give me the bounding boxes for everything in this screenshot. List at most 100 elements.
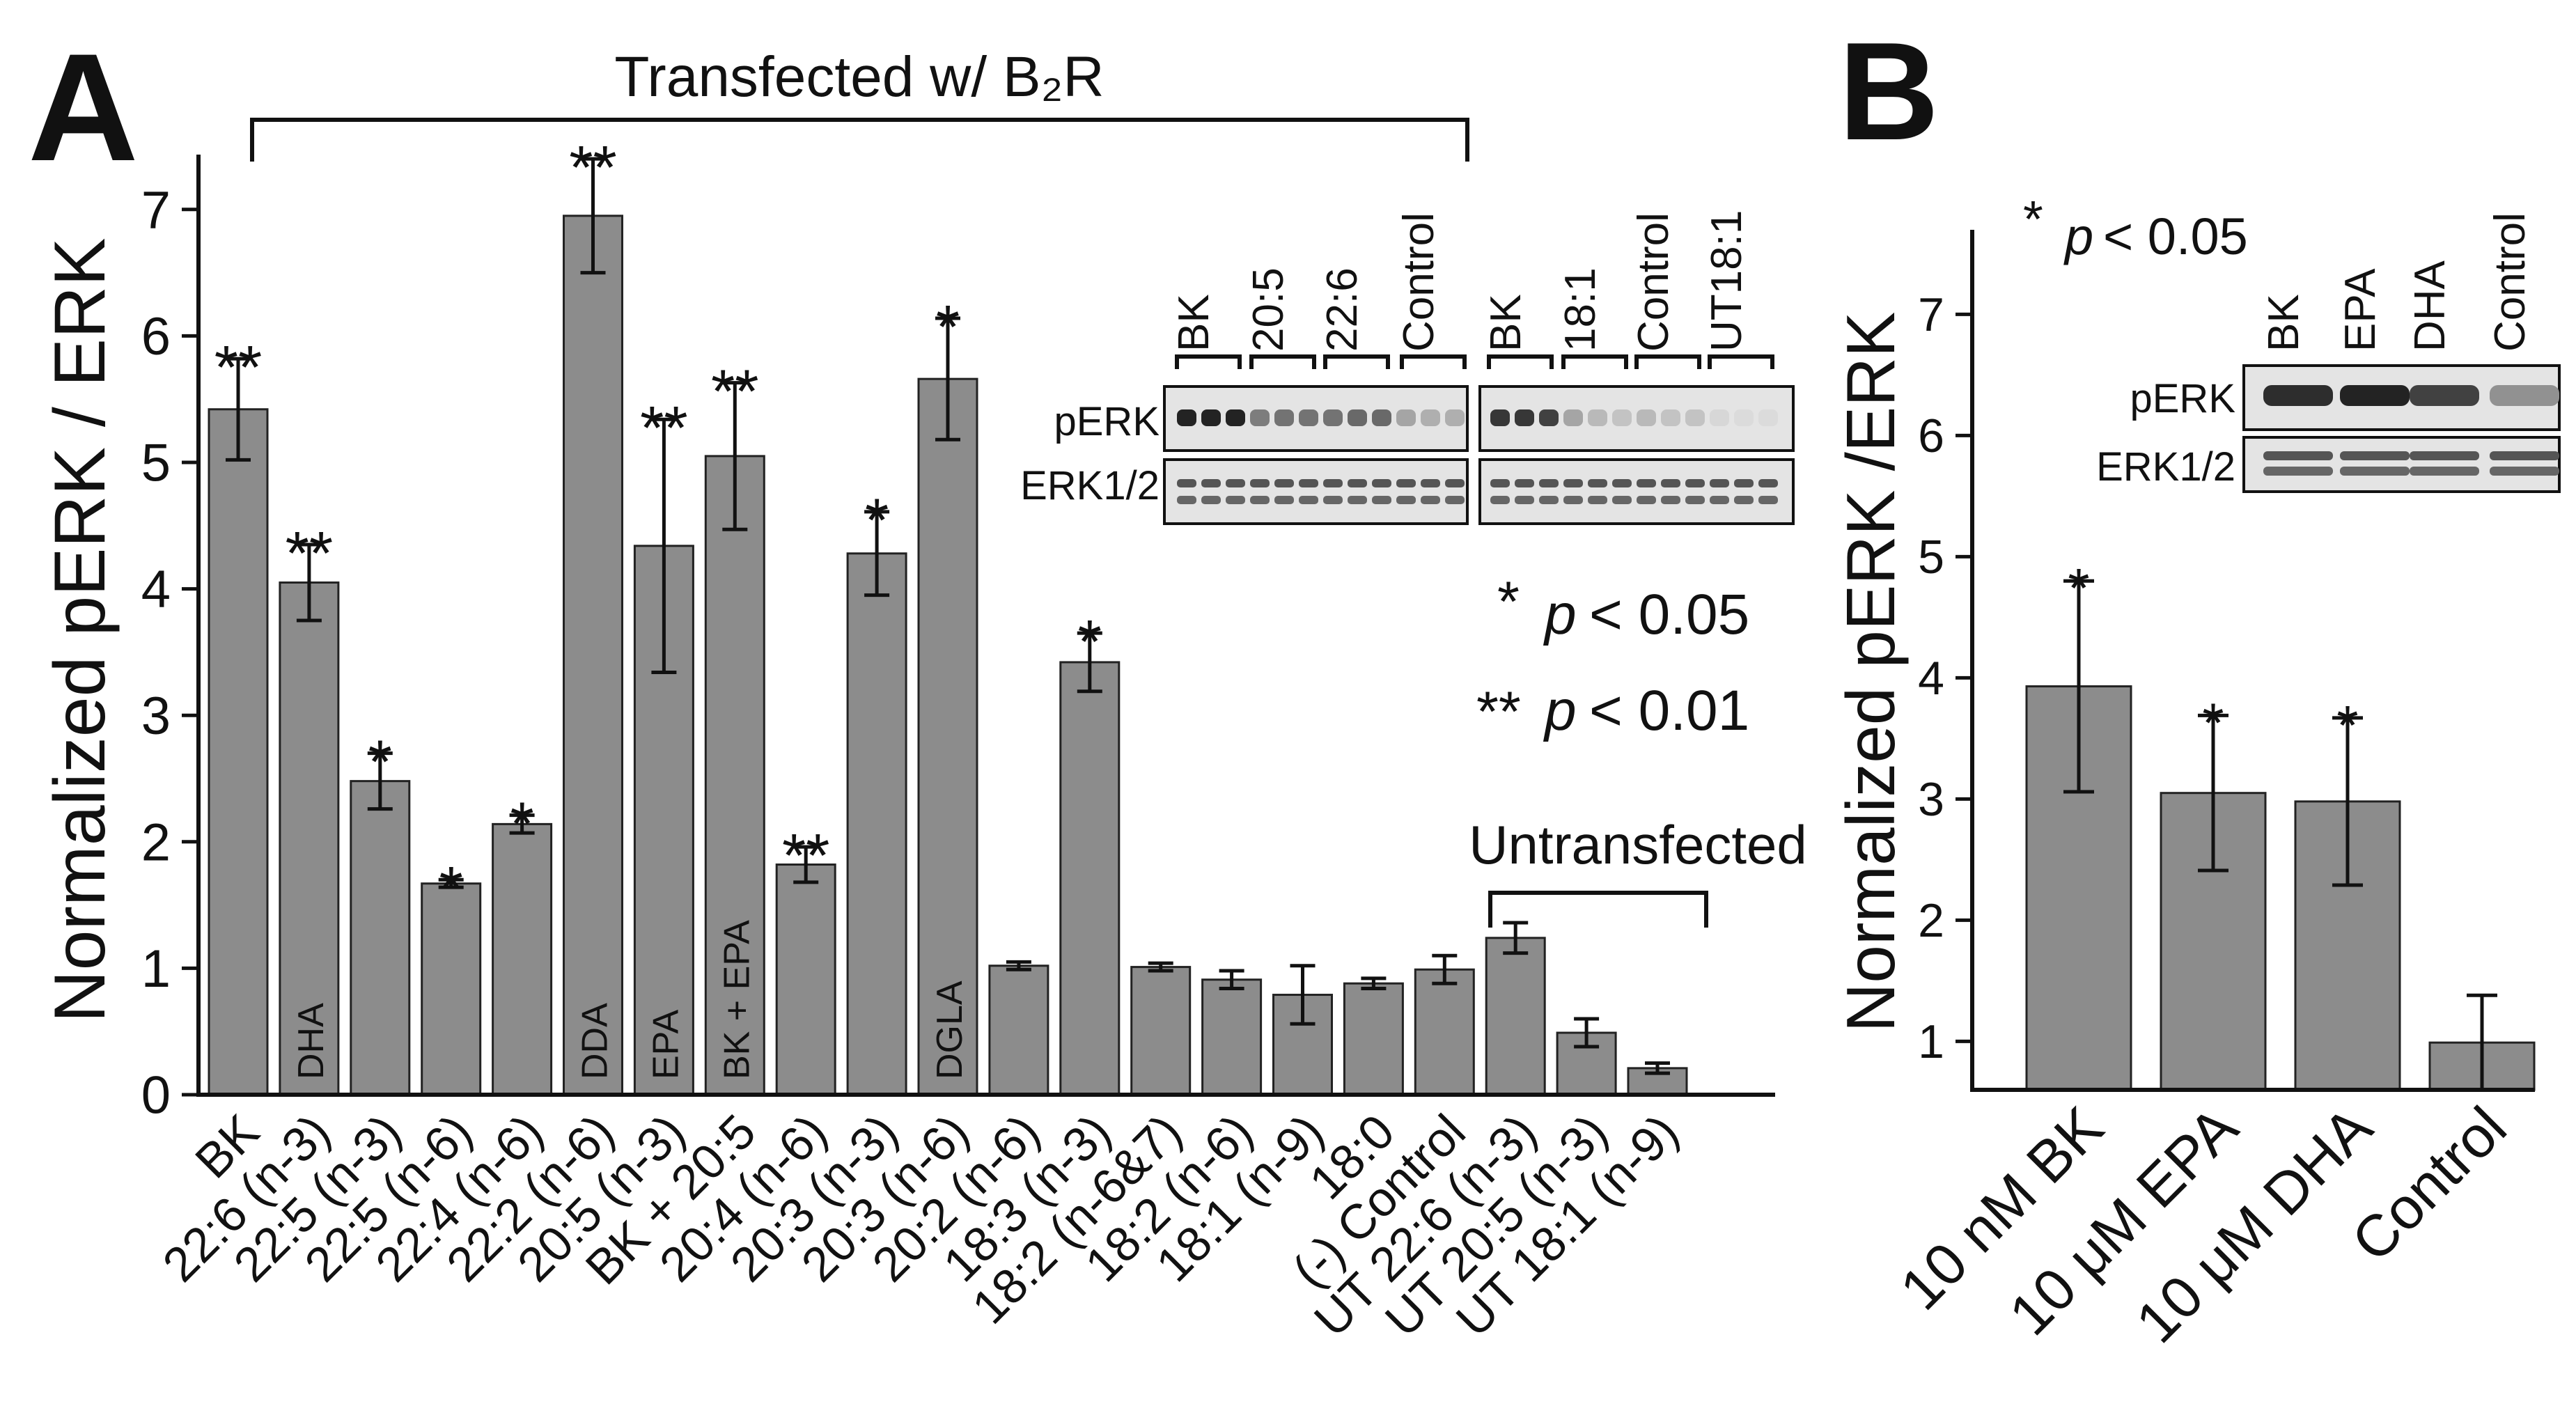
blot-a-lane-bracket <box>1487 354 1554 369</box>
western-blot-b: BK EPA DHA Control pERK ERK1/2 <box>2096 212 2561 493</box>
blot-a-erk-lane-lower <box>1490 496 1510 504</box>
blot-a-erk-lane-lower <box>1323 496 1343 504</box>
bar-a <box>1201 978 1263 1096</box>
blot-a-erk-lane-lower <box>1299 496 1318 504</box>
bar-a <box>350 780 411 1096</box>
significance-marker-a: ** <box>214 332 263 401</box>
blot-a-erk-lane-upper <box>1563 479 1583 487</box>
y-tick-label-b: 1 <box>1918 1015 1944 1068</box>
y-tick-label-a: 7 <box>141 180 171 240</box>
blot-b-bands <box>2263 385 2559 476</box>
y-axis-label-a: Normalized pERK / ERK <box>40 237 120 1022</box>
blot-a-erk-lane-lower <box>1396 496 1416 504</box>
blot-a-erk-lane-lower <box>1734 496 1754 504</box>
blot-a-erk-lane-lower <box>1177 496 1196 504</box>
blot-a-row-perk: pERK <box>1054 399 1160 444</box>
bar-a <box>988 964 1049 1096</box>
blot-a-perk-lane <box>1563 409 1583 426</box>
bar-a <box>1485 937 1546 1096</box>
significance-marker-a: * <box>368 727 392 796</box>
blot-a-perk-lane <box>1637 409 1656 426</box>
significance-marker-a: ** <box>640 393 688 462</box>
blot-a-erk-lane-lower <box>1445 496 1465 504</box>
bar-a <box>279 581 340 1096</box>
y-tick-label-b: 3 <box>1918 773 1944 826</box>
blot-b-perk-lane <box>2340 385 2410 406</box>
blot-a-erk-lane-upper <box>1396 479 1416 487</box>
bars-a: ****DHA*****DDA**EPA**BK + EPA****DGLA* <box>208 133 1688 1096</box>
blot-a-perk-lane <box>1734 409 1754 426</box>
bar-a <box>1343 982 1404 1096</box>
blot-b-lane-labels: BK EPA DHA Control <box>2260 212 2534 352</box>
blot-b-erk-lane-upper <box>2263 451 2333 460</box>
blot-a-lane-label: Control <box>1630 212 1678 352</box>
bars-b: * * * <box>2025 557 2536 1092</box>
blot-b-erk-band <box>2242 436 2561 493</box>
blot-a-erk-lane-upper <box>1758 479 1778 487</box>
blot-a-erk-lane-upper <box>1250 479 1270 487</box>
legend-single-star-a: * <box>1497 570 1520 634</box>
blot-a-lane-bracket <box>1249 354 1316 369</box>
blot-a-lane-bracket <box>1561 354 1628 369</box>
y-tick-label-a: 0 <box>141 1066 171 1125</box>
blot-b-lane-label: DHA <box>2406 260 2454 352</box>
significance-marker-a: ** <box>782 820 830 889</box>
blot-a-erk-lane-upper <box>1445 479 1465 487</box>
y-tick-label-a: 6 <box>141 307 171 366</box>
blot-a-perk-lane <box>1588 409 1607 426</box>
blot-b-erk-lane-upper <box>2490 451 2559 460</box>
blot-a-erk-lane-upper <box>1661 479 1680 487</box>
significance-marker-a: * <box>510 789 533 858</box>
panel-letter-b: B <box>1839 14 1939 169</box>
blot-a-perk-lane <box>1226 409 1245 426</box>
blot-a-perk-lane <box>1661 409 1680 426</box>
y-tick-label-a: 3 <box>141 687 171 746</box>
blot-a-lane-label: 18:1 <box>1556 267 1605 352</box>
blot-a-perk-lane <box>1348 409 1367 426</box>
bar-a <box>1272 994 1333 1096</box>
blot-a-perk-lane <box>1515 409 1534 426</box>
y-axis-label-b: Normalized pERK /ERK <box>1832 312 1909 1033</box>
blot-b-perk-lane <box>2263 385 2333 406</box>
blot-b-erk-lane-lower <box>2410 467 2479 476</box>
y-tick-label-a: 2 <box>141 813 171 872</box>
blot-a-erk-lane-upper <box>1372 479 1391 487</box>
blot-a-erk-lane-lower <box>1612 496 1632 504</box>
blot-a-lane-bracket <box>1400 354 1467 369</box>
blot-a-erk-lane-upper <box>1348 479 1367 487</box>
bar-a <box>421 882 482 1096</box>
panel-letter-a: A <box>28 22 139 193</box>
blot-a-perk-lane <box>1201 409 1221 426</box>
blot-a-perk-lane <box>1299 409 1318 426</box>
blot-a-lane-bracket <box>1708 354 1774 369</box>
significance-marker-b: * <box>2068 557 2089 619</box>
blot-a-erk-lane-upper <box>1637 479 1656 487</box>
blot-a-erk-lane-upper <box>1612 479 1632 487</box>
blot-a-erk-lane-upper <box>1177 479 1196 487</box>
blot-a-erk-lane-lower <box>1515 496 1534 504</box>
blot-a-perk-lane <box>1177 409 1196 426</box>
blot-b-row-perk: pERK <box>2130 376 2235 421</box>
blot-a-erk-lane-upper <box>1421 479 1440 487</box>
blot-a-erk-lane-upper <box>1539 479 1559 487</box>
blot-a-lane-label: 20:5 <box>1244 267 1293 352</box>
bar-inner-label-a: EPA <box>646 1009 686 1079</box>
blot-a-erk-lane-lower <box>1637 496 1656 504</box>
bar-a <box>1059 661 1121 1096</box>
untransfected-bracket-label: Untransfected <box>1469 814 1807 875</box>
blot-a-erk-lane-upper <box>1710 479 1729 487</box>
blot-a-left-erk-band <box>1163 458 1469 525</box>
bar-a <box>563 214 623 1096</box>
blot-a-perk-lane <box>1396 409 1416 426</box>
blot-a-erk-lane-lower <box>1201 496 1221 504</box>
blot-a-lane-label: 22:6 <box>1318 267 1366 352</box>
blot-a-perk-lane <box>1758 409 1778 426</box>
significance-marker-a: * <box>936 292 960 361</box>
blot-a-perk-lane <box>1250 409 1270 426</box>
transfected-bracket <box>250 118 1469 162</box>
y-axis-ticks-b: 1 2 3 4 5 6 7 <box>1918 288 1972 1068</box>
significance-marker-a: ** <box>286 518 334 587</box>
